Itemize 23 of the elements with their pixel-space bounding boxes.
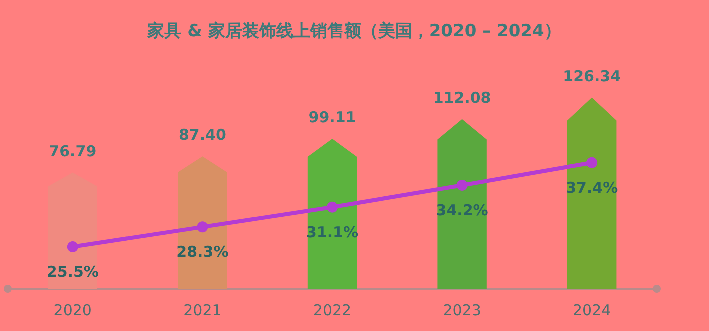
data-label: 112.08 xyxy=(433,88,492,107)
point xyxy=(456,180,468,191)
data-label: 76.79 xyxy=(49,142,97,160)
data-label: 87.40 xyxy=(178,126,226,144)
x-tick-label: 2024 xyxy=(573,302,612,320)
point xyxy=(197,222,208,233)
data-label: 25.5% xyxy=(46,262,99,281)
x-tick-label: 2021 xyxy=(184,302,222,320)
point xyxy=(327,202,338,213)
data-label: 28.3% xyxy=(176,243,229,262)
x-tick-label: 2020 xyxy=(54,302,92,320)
bar xyxy=(48,172,98,290)
point xyxy=(586,157,598,168)
x-tick-label: 2023 xyxy=(443,302,482,320)
bar xyxy=(568,98,617,290)
data-label: 99.11 xyxy=(308,108,356,127)
point xyxy=(67,241,78,252)
bar xyxy=(438,119,487,289)
bar xyxy=(308,139,358,290)
data-label: 126.34 xyxy=(563,67,622,86)
chart-title: 家具 & 家居装饰线上销售额（美国，2020 – 2024） xyxy=(146,22,562,42)
x-tick-label: 2022 xyxy=(313,302,352,320)
bar xyxy=(178,156,228,290)
